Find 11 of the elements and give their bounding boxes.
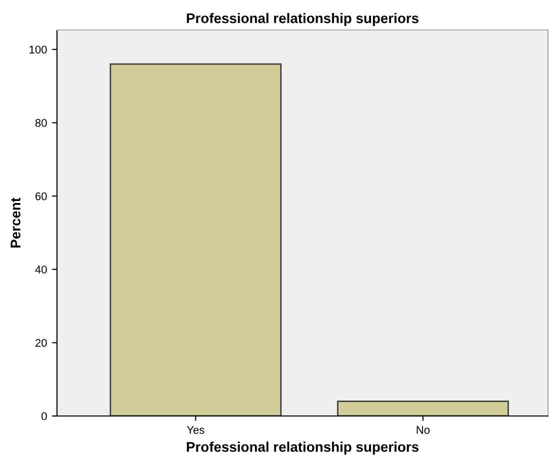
y-tick-label: 80 <box>35 119 47 127</box>
y-tick-label: 0 <box>42 412 47 420</box>
x-axis-title: Professional relationship superiors <box>186 442 418 455</box>
y-axis-title: Percent <box>10 198 20 248</box>
y-tick-label: 100 <box>30 46 47 54</box>
y-tick-label: 60 <box>35 192 47 200</box>
x-tick-label: No <box>416 426 430 434</box>
x-tick-label: Yes <box>186 426 204 434</box>
y-tick-label: 20 <box>35 338 47 347</box>
y-tick-label: 40 <box>35 266 47 274</box>
chart-title: Professional relationship superiors <box>186 12 418 26</box>
